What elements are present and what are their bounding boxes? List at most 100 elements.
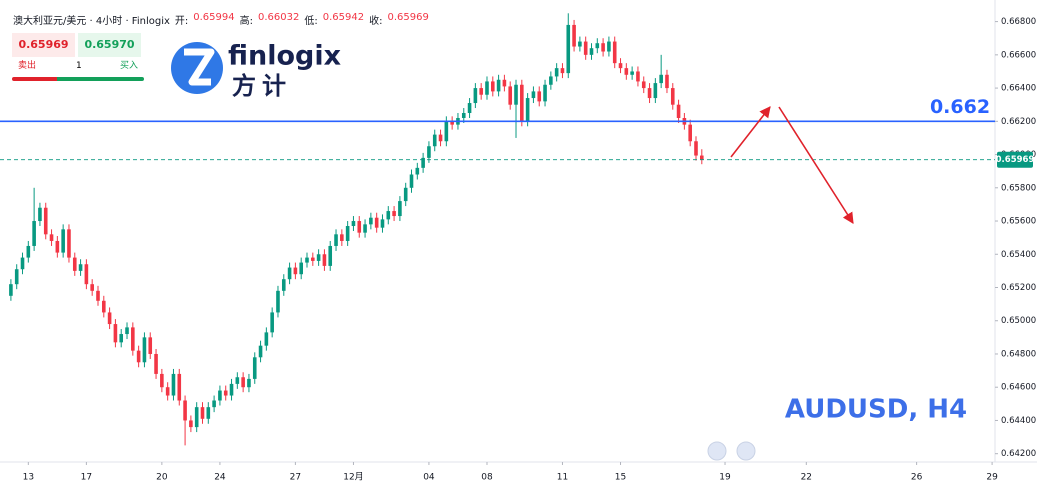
candle-body bbox=[467, 103, 472, 114]
candle-body bbox=[241, 377, 245, 388]
ohlc-label: 开: bbox=[174, 16, 189, 27]
candle-body bbox=[595, 43, 600, 49]
candle-body bbox=[101, 300, 106, 313]
candle-body bbox=[647, 88, 652, 99]
candle-body bbox=[96, 290, 100, 301]
candle-body bbox=[438, 134, 443, 142]
candle-body bbox=[461, 113, 466, 118]
ohlc-value: 0.66032 bbox=[258, 12, 300, 23]
symbol: 澳大利亚元/美元 · 4小时 · Finlogix bbox=[13, 16, 170, 27]
candle-body bbox=[90, 284, 94, 291]
candle-body bbox=[218, 390, 222, 401]
candle-body bbox=[496, 79, 501, 92]
candle-body bbox=[374, 217, 379, 228]
ohlc-label: 收: bbox=[369, 16, 383, 27]
candle-body bbox=[322, 254, 327, 266]
candle-body bbox=[525, 98, 530, 122]
candle-body bbox=[287, 267, 292, 280]
candle-body bbox=[125, 327, 129, 335]
buy-label[interactable]: 买入 bbox=[119, 61, 138, 71]
candle-body bbox=[612, 41, 617, 64]
candle-body bbox=[369, 217, 373, 225]
candle-body bbox=[601, 43, 605, 52]
candle-body bbox=[270, 312, 274, 333]
x-tick-label: 26 bbox=[911, 473, 923, 483]
candle-body bbox=[554, 68, 559, 77]
candle-body bbox=[61, 229, 65, 253]
ohlc-label: 低: bbox=[304, 16, 318, 27]
candle-body bbox=[415, 167, 420, 175]
flag-icon bbox=[707, 441, 727, 461]
candle-body bbox=[160, 373, 164, 388]
candle-body bbox=[421, 157, 425, 168]
y-tick-label: 0.65800 bbox=[1001, 183, 1036, 193]
candle-body bbox=[177, 373, 182, 401]
candle-body bbox=[560, 68, 565, 74]
y-tick-label: 0.64200 bbox=[1001, 449, 1036, 459]
candle-body bbox=[235, 377, 240, 384]
candle-body bbox=[148, 337, 153, 354]
candle-body bbox=[293, 267, 298, 275]
candle-body bbox=[154, 353, 158, 374]
candle-body bbox=[165, 387, 170, 396]
candle-body bbox=[340, 234, 344, 241]
y-tick-label: 0.64600 bbox=[1001, 383, 1036, 393]
x-tick-label: 17 bbox=[81, 473, 92, 483]
candle-body bbox=[583, 41, 588, 55]
candle-body bbox=[252, 357, 257, 379]
ohlc-label: 高: bbox=[239, 16, 253, 27]
candle-body bbox=[543, 84, 547, 102]
x-tick-label: 27 bbox=[290, 473, 301, 483]
candle-body bbox=[72, 257, 77, 271]
ohlc-value: 0.65994 bbox=[193, 12, 235, 23]
quantity[interactable]: 1 bbox=[76, 61, 82, 71]
candle-body bbox=[676, 104, 681, 118]
sell-label[interactable]: 卖出 bbox=[18, 61, 37, 71]
y-tick-label: 0.65600 bbox=[1001, 217, 1036, 227]
x-tick-label: 11 bbox=[557, 473, 568, 483]
logo-text: finlogix bbox=[228, 41, 341, 72]
candle-body bbox=[630, 71, 634, 75]
candle-body bbox=[578, 41, 582, 47]
candle-body bbox=[618, 63, 623, 69]
candle-body bbox=[136, 350, 141, 363]
candle-body bbox=[479, 88, 483, 95]
candle-body bbox=[20, 257, 25, 270]
arrow-down bbox=[778, 106, 854, 224]
candle-body bbox=[607, 41, 611, 52]
y-tick-label: 0.66600 bbox=[1001, 50, 1036, 60]
plot: 0.64200 0.64400 0.64600 0.64800 0.65000 0.652… bbox=[0, 13, 1036, 483]
candle-body bbox=[67, 229, 71, 258]
candle-body bbox=[636, 71, 640, 82]
candle-body bbox=[200, 407, 205, 419]
candle-body bbox=[171, 373, 176, 396]
candle-body bbox=[694, 141, 698, 156]
candle-body bbox=[32, 221, 36, 246]
y-tick-label: 0.66200 bbox=[1001, 117, 1036, 127]
x-tick-label: 12月 bbox=[343, 472, 363, 483]
x-tick-label: 19 bbox=[719, 473, 731, 483]
candle-body bbox=[427, 146, 431, 158]
candle-body bbox=[14, 269, 19, 285]
x-tick-label: 15 bbox=[615, 473, 626, 483]
watermark: AUDUSD, H4 bbox=[785, 395, 967, 425]
last-price-label: 0.65969 bbox=[996, 155, 1035, 165]
buy-button[interactable]: 0.65970 bbox=[78, 33, 141, 57]
candle-body bbox=[520, 84, 524, 122]
sell-button[interactable]: 0.65969 bbox=[12, 33, 75, 57]
candle-body bbox=[444, 121, 449, 142]
candle-body bbox=[432, 134, 437, 147]
x-tick-label: 04 bbox=[423, 473, 435, 483]
candle-body bbox=[113, 324, 118, 343]
candle-body bbox=[700, 155, 704, 160]
candle-body bbox=[194, 407, 199, 428]
candle-body bbox=[281, 279, 286, 291]
candle-body bbox=[641, 81, 646, 89]
x-tick-label: 13 bbox=[23, 473, 34, 483]
candle-body bbox=[229, 383, 234, 396]
candle-body bbox=[258, 345, 263, 358]
last-price-tag bbox=[997, 151, 1033, 168]
candle-body bbox=[473, 88, 478, 104]
candle-body bbox=[43, 207, 48, 235]
candle-body bbox=[490, 81, 495, 92]
